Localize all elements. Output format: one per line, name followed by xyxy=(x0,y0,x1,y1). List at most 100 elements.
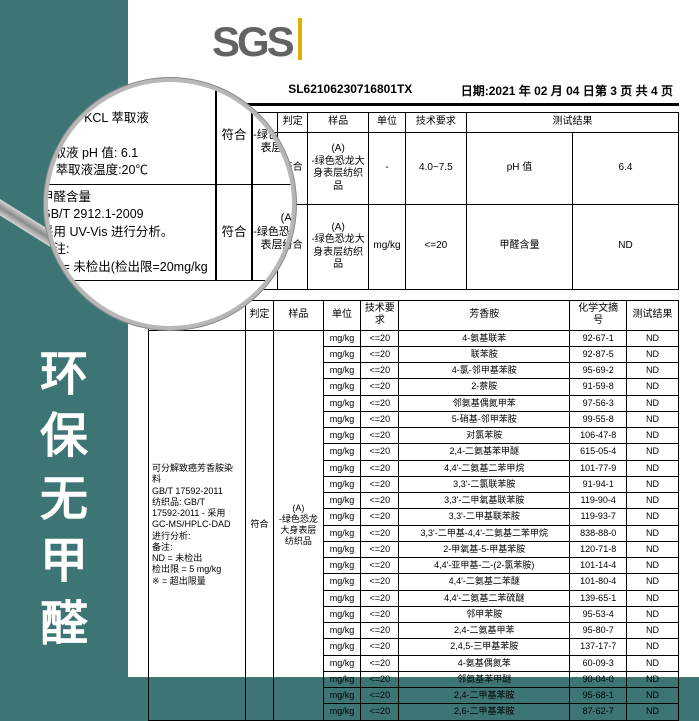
cell-unit: mg/kg xyxy=(369,204,405,289)
cell-result: ND xyxy=(627,346,679,362)
cell-unit: mg/kg xyxy=(323,655,361,671)
table-row: 检测项目及测试方法 判定 样品 单位 技术要求 测试结果 xyxy=(149,113,679,133)
cell-aromatic: 4,4'-二氨基二苯甲烷 xyxy=(399,460,570,476)
cell-result: ND xyxy=(627,671,679,687)
cell-unit: mg/kg xyxy=(323,525,361,541)
cell-unit: mg/kg xyxy=(323,411,361,427)
cell-cas: 95-68-1 xyxy=(570,688,627,704)
cell-cas: 91-59-8 xyxy=(570,379,627,395)
cell-aromatic: 3,3'-二氯联苯胺 xyxy=(399,476,570,492)
cell-cas: 97-56-3 xyxy=(570,395,627,411)
col-sample: 样品 xyxy=(274,300,324,330)
cell-unit: mg/kg xyxy=(323,330,361,346)
cell-result: ND xyxy=(627,493,679,509)
cell-sample: (A)-绿色恐龙大身表层纺织品 xyxy=(307,204,368,289)
cell-result-name: pH 值 xyxy=(467,132,573,204)
cell-cas: 838-88-0 xyxy=(570,525,627,541)
cell-cas: 120-71-8 xyxy=(570,541,627,557)
cell-aromatic: 4,4'-二氨基二苯醚 xyxy=(399,574,570,590)
cell-cas: 92-67-1 xyxy=(570,330,627,346)
col-result: 测试结果 xyxy=(467,113,679,133)
cell-aromatic: 4,4'-二氨基二苯硫醚 xyxy=(399,590,570,606)
cell-req: 4.0~7.5 xyxy=(405,132,466,204)
cell-result: ND xyxy=(627,509,679,525)
cell-result: ND xyxy=(627,541,679,557)
cell-unit: mg/kg xyxy=(323,509,361,525)
col-judge: 判定 xyxy=(245,300,273,330)
cell-cas: 101-80-4 xyxy=(570,574,627,590)
header-divider xyxy=(148,103,679,106)
col-method: 检测项目及测试方法 xyxy=(149,113,278,133)
side-char: 醛 xyxy=(4,594,128,656)
cell-judge: 符合 xyxy=(278,132,308,204)
cell-unit: mg/kg xyxy=(323,558,361,574)
cell-aromatic: 邻氨基苯甲醚 xyxy=(399,671,570,687)
col-req: 技术要求 xyxy=(361,300,399,330)
cell-aromatic: 邻氨基偶氮甲苯 xyxy=(399,395,570,411)
cell-unit: mg/kg xyxy=(323,623,361,639)
cell-unit: mg/kg xyxy=(323,346,361,362)
cell-req: <=20 xyxy=(361,590,399,606)
cell-judge: 符合 xyxy=(278,204,308,289)
cell-req: <=20 xyxy=(361,363,399,379)
cell-req: <=20 xyxy=(361,671,399,687)
cell-req: <=20 xyxy=(361,639,399,655)
table-row: 甲醛含量GB/T 2912.1-2009采用 UV-Vis 进行分析。备注:ND… xyxy=(149,204,679,289)
cell-req: <=20 xyxy=(361,509,399,525)
side-char: 甲 xyxy=(4,531,128,593)
cell-unit: mg/kg xyxy=(323,590,361,606)
cell-req: <=20 xyxy=(361,606,399,622)
side-label: 环 保 无 甲 醛 xyxy=(4,344,128,656)
cell-cas: 101-14-4 xyxy=(570,558,627,574)
cell-req: <=20 xyxy=(361,411,399,427)
cell-cas: 615-05-4 xyxy=(570,444,627,460)
cell-aromatic: 2,4-二甲基苯胺 xyxy=(399,688,570,704)
report-header: 检测报告 SL62106230716801TX 日期:2021 年 02 月 0… xyxy=(148,82,679,99)
cell-result: ND xyxy=(627,688,679,704)
cell-result: ND xyxy=(627,574,679,590)
cell-req: <=20 xyxy=(361,655,399,671)
cell-req: <=20 xyxy=(405,204,466,289)
cell-result: ND xyxy=(627,623,679,639)
col-judge: 判定 xyxy=(278,113,308,133)
cell-cas: 87-62-7 xyxy=(570,704,627,720)
cell-aromatic: 3,3'-二甲基联苯胺 xyxy=(399,509,570,525)
cell-cas: 95-69-2 xyxy=(570,363,627,379)
cell-result-val: ND xyxy=(572,204,678,289)
cell-cas: 92-87-5 xyxy=(570,346,627,362)
col-sample: 样品 xyxy=(307,113,368,133)
cell-aromatic: 邻甲苯胺 xyxy=(399,606,570,622)
cell-aromatic: 2,6-二甲基苯胺 xyxy=(399,704,570,720)
table-row: 检测项目及测试方法 判定 样品 单位 技术要求 芳香胺 化学文摘号 测试结果 xyxy=(149,300,679,330)
cell-result: ND xyxy=(627,460,679,476)
cell-aromatic: 2-萘胺 xyxy=(399,379,570,395)
report-date: 日期:2021 年 02 月 04 日 xyxy=(461,82,595,99)
cell-aromatic: 对氯苯胺 xyxy=(399,428,570,444)
cell-result: ND xyxy=(627,655,679,671)
cell-aromatic: 4-氯-邻甲基苯胺 xyxy=(399,363,570,379)
cell-result: ND xyxy=(627,476,679,492)
cell-aromatic: 4-氨基偶氮苯 xyxy=(399,655,570,671)
cell-cas: 101-77-9 xyxy=(570,460,627,476)
cell-result: ND xyxy=(627,639,679,655)
cell-result: ND xyxy=(627,704,679,720)
table-row: 可分解致癌芳香胺染料GB/T 17592-2011纺织品: GB/T17592-… xyxy=(149,330,679,346)
col-result: 测试结果 xyxy=(627,300,679,330)
cell-sample: (A)-绿色恐龙大身表层纺织品 xyxy=(307,132,368,204)
cell-unit: mg/kg xyxy=(323,704,361,720)
cell-result-name: 甲醛含量 xyxy=(467,204,573,289)
cell-result: ND xyxy=(627,428,679,444)
cell-aromatic: 2,4,5-三甲基苯胺 xyxy=(399,639,570,655)
cell-cas: 91-94-1 xyxy=(570,476,627,492)
cell-unit: mg/kg xyxy=(323,541,361,557)
cell-cas: 139-65-1 xyxy=(570,590,627,606)
cell-method: 可分解致癌芳香胺染料GB/T 17592-2011纺织品: GB/T17592-… xyxy=(149,330,246,720)
cell-cas: 90-04-0 xyxy=(570,671,627,687)
col-unit: 单位 xyxy=(323,300,361,330)
cell-result: ND xyxy=(627,330,679,346)
cell-req: <=20 xyxy=(361,395,399,411)
cell-req: <=20 xyxy=(361,346,399,362)
cell-req: <=20 xyxy=(361,688,399,704)
cell-req: <=20 xyxy=(361,476,399,492)
cell-req: <=20 xyxy=(361,704,399,720)
